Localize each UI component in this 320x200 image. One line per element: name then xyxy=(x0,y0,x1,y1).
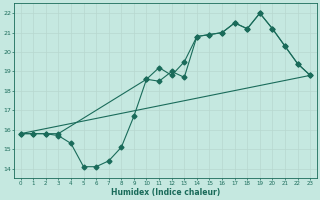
X-axis label: Humidex (Indice chaleur): Humidex (Indice chaleur) xyxy=(111,188,220,197)
